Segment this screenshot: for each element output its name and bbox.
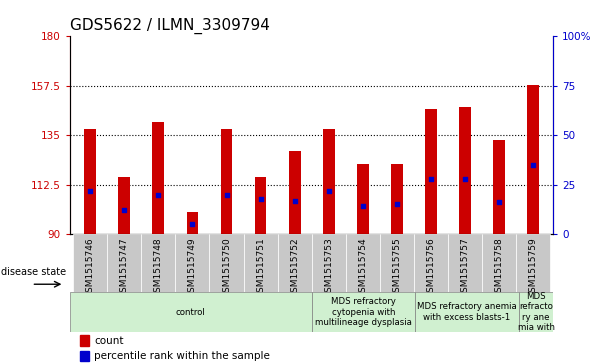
- Bar: [153, 122, 164, 234]
- Text: MDS
refracto
ry ane
mia with: MDS refracto ry ane mia with: [517, 292, 554, 332]
- Bar: [357, 164, 368, 234]
- Point: [256, 196, 266, 201]
- Point: [290, 197, 300, 203]
- Bar: [244, 234, 278, 292]
- Text: GSM1515748: GSM1515748: [154, 237, 163, 298]
- Point: [392, 201, 401, 207]
- Bar: [379, 234, 413, 292]
- Text: GSM1515756: GSM1515756: [426, 237, 435, 298]
- Text: MDS refractory
cytopenia with
multilineage dysplasia: MDS refractory cytopenia with multilinea…: [315, 297, 412, 327]
- Point: [460, 176, 469, 182]
- Bar: [527, 85, 539, 234]
- Bar: [425, 109, 437, 234]
- Bar: [108, 234, 142, 292]
- Point: [188, 221, 198, 227]
- Bar: [323, 129, 334, 234]
- Bar: [278, 234, 311, 292]
- Bar: [119, 177, 130, 234]
- Bar: [415, 292, 519, 332]
- Text: GSM1515747: GSM1515747: [120, 237, 129, 298]
- Bar: [493, 140, 505, 234]
- Text: GSM1515752: GSM1515752: [290, 237, 299, 298]
- Point: [154, 192, 164, 197]
- Bar: [255, 177, 266, 234]
- Bar: [519, 292, 553, 332]
- Point: [120, 208, 130, 213]
- Text: percentile rank within the sample: percentile rank within the sample: [94, 351, 270, 361]
- Bar: [311, 234, 345, 292]
- Text: GSM1515753: GSM1515753: [324, 237, 333, 298]
- Text: disease state: disease state: [1, 267, 66, 277]
- Bar: [289, 151, 300, 234]
- Text: GSM1515746: GSM1515746: [86, 237, 95, 298]
- Point: [323, 188, 333, 193]
- Text: GSM1515758: GSM1515758: [494, 237, 503, 298]
- Bar: [311, 292, 415, 332]
- Bar: [459, 107, 471, 234]
- Text: MDS refractory anemia
with excess blasts-1: MDS refractory anemia with excess blasts…: [417, 302, 517, 322]
- Bar: [80, 351, 89, 362]
- Text: GSM1515759: GSM1515759: [528, 237, 537, 298]
- Point: [86, 188, 95, 193]
- Bar: [391, 164, 402, 234]
- Point: [528, 162, 537, 168]
- Point: [494, 200, 503, 205]
- Bar: [80, 335, 89, 346]
- Text: GSM1515754: GSM1515754: [358, 237, 367, 298]
- Bar: [187, 212, 198, 234]
- Bar: [176, 234, 210, 292]
- Bar: [85, 129, 96, 234]
- Text: control: control: [176, 308, 206, 317]
- Bar: [345, 234, 379, 292]
- Bar: [482, 234, 516, 292]
- Text: GSM1515750: GSM1515750: [222, 237, 231, 298]
- Point: [222, 192, 232, 197]
- Bar: [70, 292, 311, 332]
- Bar: [142, 234, 176, 292]
- Text: count: count: [94, 336, 123, 346]
- Text: GSM1515751: GSM1515751: [256, 237, 265, 298]
- Point: [358, 204, 367, 209]
- Bar: [413, 234, 447, 292]
- Point: [426, 176, 435, 182]
- Text: GSM1515757: GSM1515757: [460, 237, 469, 298]
- Text: GSM1515749: GSM1515749: [188, 237, 197, 298]
- Text: GSM1515755: GSM1515755: [392, 237, 401, 298]
- Bar: [447, 234, 482, 292]
- Text: GDS5622 / ILMN_3309794: GDS5622 / ILMN_3309794: [70, 17, 270, 33]
- Bar: [221, 129, 232, 234]
- Bar: [74, 234, 108, 292]
- Bar: [210, 234, 244, 292]
- Bar: [516, 234, 550, 292]
